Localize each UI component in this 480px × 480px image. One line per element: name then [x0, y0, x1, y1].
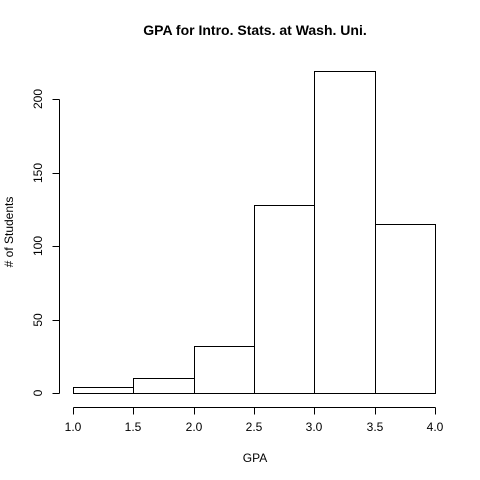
histogram-bar-1: [73, 387, 134, 394]
x-tick-label-7: 4.0: [427, 420, 444, 434]
y-tick-label-1: 0: [31, 389, 45, 396]
x-tick-label-6: 3.5: [367, 420, 384, 434]
x-tick-label-1: 1.0: [65, 420, 82, 434]
y-tick-label-4: 150: [31, 163, 45, 183]
x-axis: 1.0 1.5 2.0 2.5 3.0 3.5 4.0: [65, 407, 444, 434]
y-axis-label: # of Students: [2, 197, 16, 268]
histogram-bar-6: [375, 224, 436, 394]
x-tick-label-2: 1.5: [125, 420, 142, 434]
histogram-bar-5: [314, 71, 376, 394]
x-tick-label-4: 2.5: [246, 420, 263, 434]
y-tick-label-3: 100: [31, 236, 45, 256]
histogram-bar-4: [254, 205, 315, 394]
bars-layer: [73, 71, 436, 394]
y-axis: 0 50 100 150 200: [31, 89, 60, 396]
x-tick-label-3: 2.0: [186, 420, 203, 434]
x-tick-label-5: 3.0: [306, 420, 323, 434]
y-tick-label-2: 50: [31, 313, 45, 327]
x-axis-label: GPA: [243, 451, 267, 465]
y-tick-label-5: 200: [31, 89, 45, 109]
histogram-bar-3: [194, 346, 255, 394]
chart-title: GPA for Intro. Stats. at Wash. Uni.: [143, 22, 367, 38]
histogram-bar-2: [133, 378, 195, 394]
